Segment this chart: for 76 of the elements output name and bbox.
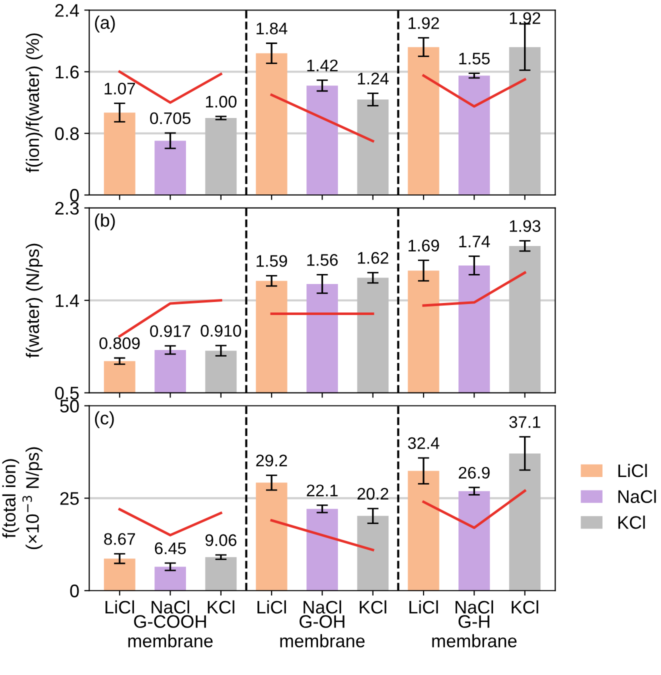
data-label: 1.07 bbox=[104, 82, 136, 94]
chart-title: (b) bbox=[95, 213, 115, 230]
data-label: 37.1 bbox=[509, 416, 540, 428]
bar bbox=[154, 140, 186, 195]
bar bbox=[458, 491, 490, 591]
data-label: 29.2 bbox=[256, 454, 287, 466]
data-label: 1.74 bbox=[459, 236, 490, 248]
bar bbox=[205, 118, 237, 195]
data-label: 1.93 bbox=[510, 220, 540, 232]
legend-label: KCl bbox=[618, 516, 645, 529]
y-tick-label: 0.5 bbox=[55, 386, 79, 400]
data-label: 1.24 bbox=[358, 72, 389, 84]
bar bbox=[306, 508, 338, 591]
x-tick-label: LiCl bbox=[409, 600, 438, 614]
data-label: 26.9 bbox=[458, 466, 490, 479]
bar bbox=[104, 112, 136, 195]
data-label: 1.84 bbox=[256, 22, 288, 34]
data-label: 0.809 bbox=[99, 337, 140, 350]
data-label: 9.06 bbox=[205, 534, 236, 546]
y-axis-title: f(total ion) (×10$^{−3}$ N/ps) bbox=[2, 447, 42, 550]
y-tick-label: 0.8 bbox=[55, 127, 79, 140]
bar bbox=[357, 516, 389, 591]
data-label: 1.59 bbox=[256, 255, 288, 267]
bar bbox=[256, 53, 288, 195]
data-label: 32.4 bbox=[408, 437, 440, 450]
bar bbox=[509, 47, 541, 195]
x-tick-label: NaCl bbox=[456, 600, 494, 614]
y-tick-label: 2.3 bbox=[55, 202, 79, 215]
x-tick-label: NaCl bbox=[304, 600, 342, 614]
legend-label: LiCl bbox=[618, 464, 647, 478]
chart-title: (c) bbox=[95, 411, 114, 428]
bar bbox=[458, 76, 490, 195]
data-label: 20.2 bbox=[358, 488, 388, 500]
data-label: 1.92 bbox=[510, 12, 540, 24]
bar bbox=[256, 482, 288, 591]
y-tick-label: 50 bbox=[60, 400, 79, 412]
bar bbox=[408, 470, 440, 591]
data-label: 1.55 bbox=[459, 52, 490, 64]
bar bbox=[408, 47, 440, 195]
y-axis-title: f(water) (N/ps) bbox=[26, 244, 43, 358]
data-label: 0.910 bbox=[200, 324, 242, 337]
data-label: 1.00 bbox=[206, 96, 236, 108]
x-tick-label: NaCl bbox=[152, 600, 190, 614]
bar bbox=[509, 453, 541, 591]
data-label: 0.705 bbox=[150, 112, 190, 124]
y-axis-title: f(ion)/f(water) (%) bbox=[26, 33, 43, 173]
x-tick-label: LiCl bbox=[106, 600, 134, 614]
data-label: 0.917 bbox=[150, 325, 190, 338]
data-label: 1.62 bbox=[358, 252, 388, 264]
y-tick-label: 0 bbox=[70, 188, 79, 202]
x-tick-label: LiCl bbox=[258, 600, 286, 614]
y-tick-label: 25 bbox=[60, 492, 79, 505]
chart-title: (a) bbox=[95, 16, 115, 32]
bar bbox=[357, 99, 389, 195]
bar bbox=[154, 566, 186, 591]
x-tick-label: KCl bbox=[360, 600, 386, 614]
data-label: 1.92 bbox=[408, 17, 439, 30]
data-label: 1.69 bbox=[408, 240, 439, 252]
x-tick-label: KCl bbox=[208, 600, 234, 614]
y-tick-label: 1.6 bbox=[56, 66, 79, 78]
y-tick-label: 0 bbox=[70, 584, 79, 598]
data-label: 22.1 bbox=[306, 484, 338, 496]
y-tick-label: 2.4 bbox=[55, 4, 79, 17]
y-tick-label: 1.4 bbox=[56, 294, 79, 307]
text: G-H membrane bbox=[432, 615, 517, 648]
data-label: 1.42 bbox=[307, 60, 338, 72]
bar bbox=[205, 557, 237, 591]
data-label: 6.45 bbox=[154, 542, 186, 554]
text: G-COOH membrane bbox=[128, 615, 213, 648]
x-tick-label: KCl bbox=[512, 600, 538, 614]
data-label: 1.56 bbox=[307, 254, 338, 266]
bar bbox=[306, 86, 338, 195]
data-label: 8.67 bbox=[104, 533, 136, 545]
bar bbox=[104, 558, 136, 591]
text: G-OH membrane bbox=[280, 615, 365, 648]
legend-label: NaCl bbox=[618, 490, 656, 504]
